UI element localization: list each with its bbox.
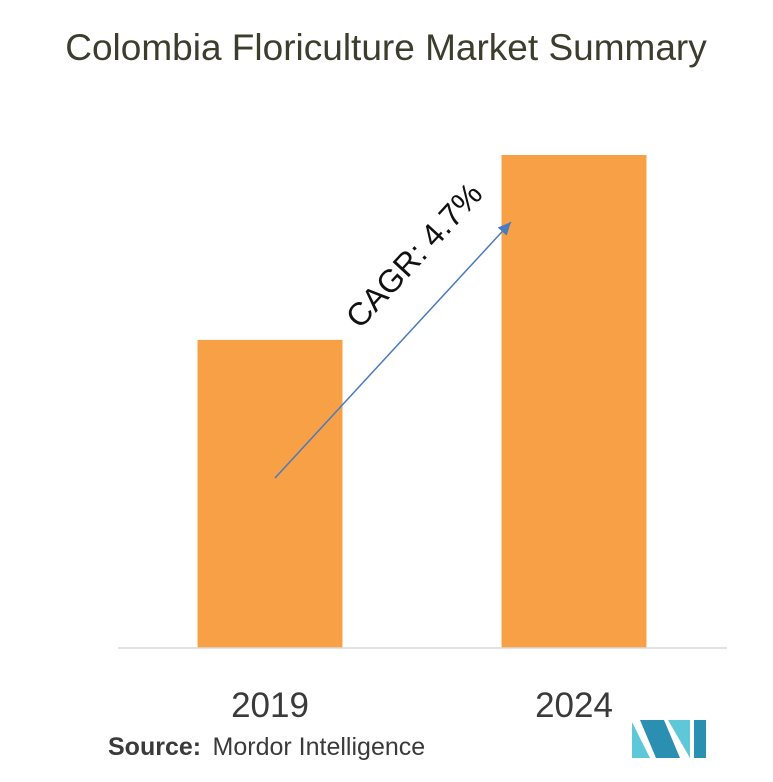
mordor-intelligence-logo — [632, 720, 706, 758]
x-tick-label: 2019 — [231, 686, 309, 725]
logo-shape — [668, 720, 690, 758]
chart-title: Colombia Floriculture Market Summary — [65, 27, 707, 68]
logo-shape — [640, 720, 680, 758]
source-line: Source: Mordor Intelligence — [108, 733, 425, 761]
cagr-arrow — [274, 221, 512, 479]
logo-shape — [632, 722, 650, 758]
x-tick-label: 2024 — [535, 686, 613, 725]
source-label: Source: — [108, 733, 201, 761]
cagr-label: CAGR: 4.7% — [339, 176, 490, 335]
source-value: Mordor Intelligence — [213, 733, 426, 761]
cagr-arrow-line — [274, 221, 512, 479]
logo-shape — [694, 720, 706, 758]
cagr-arrow-head — [497, 222, 511, 236]
bars-group — [197, 155, 647, 648]
bar-2019 — [197, 339, 343, 648]
bar-2024 — [501, 155, 647, 648]
x-tick-labels: 2019 2024 — [231, 686, 613, 725]
